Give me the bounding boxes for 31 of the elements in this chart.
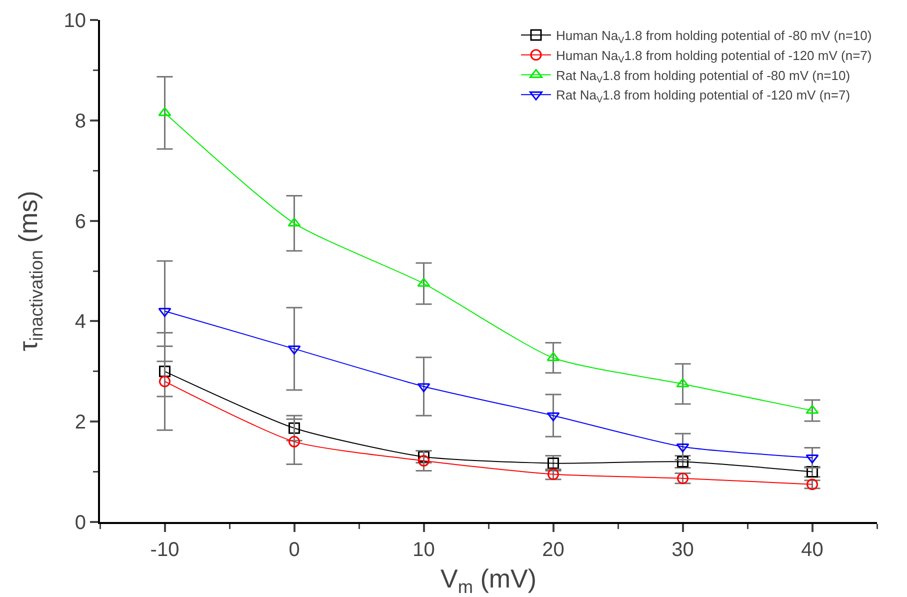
x-tick-label: -10 [150,539,180,561]
point [418,455,430,467]
point [288,436,300,448]
x-tick-label: 0 [288,539,300,561]
point [158,107,172,116]
y-tick-label: 10 [64,10,86,32]
point [676,443,690,452]
y-tick-label: 6 [74,210,86,233]
y-tick-label: 2 [74,412,86,434]
point [417,278,430,287]
legend-label: Rat Na$_{V}$1.8 from holding potential of -80 mV (n=10) [556,68,850,85]
legend-label: Human Na$_{V}$1.8 from holding potential of -120 mV (n=7) [556,48,872,65]
point [546,352,560,362]
point [806,404,819,414]
x-axis-title: V$_{m}$ (mV) [440,564,537,597]
point [806,454,819,464]
point [159,376,170,388]
x-tick-label: 10 [412,539,435,561]
y-tick-label: 8 [74,110,86,132]
x-tick-label: 40 [801,539,824,561]
point [806,478,818,490]
point [417,383,430,392]
point [546,412,560,422]
x-tick-label: 20 [542,539,564,561]
y-tick-label: 0 [74,512,86,534]
legend-label: Human Na$_{V}$1.8 from holding potential of -80 mV (n=10) [556,28,872,45]
y-tick-label: 4 [74,311,86,334]
point [676,378,690,388]
x-tick-label: 30 [672,539,694,561]
point [288,218,301,227]
legend-label: Rat Na$_{V}$1.8 from holding potential of -120 mV (n=7) [556,88,850,104]
